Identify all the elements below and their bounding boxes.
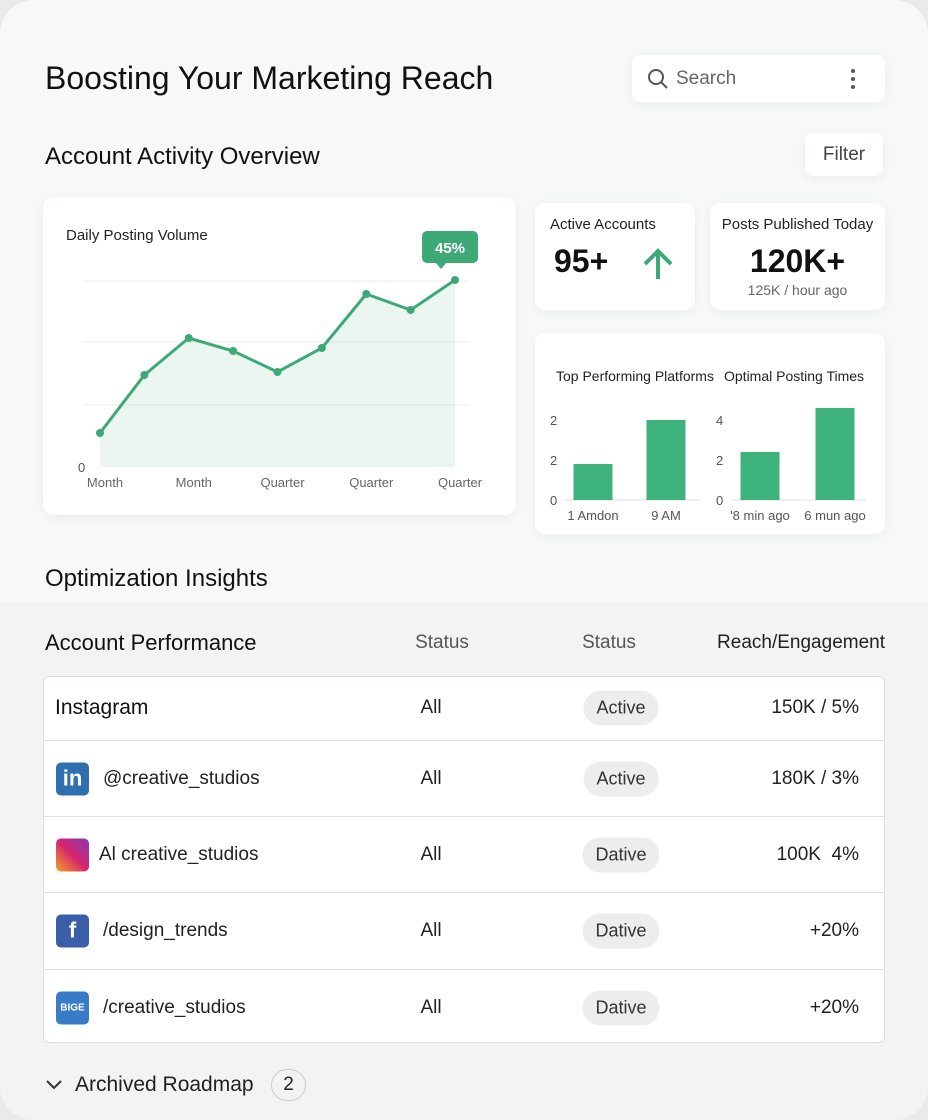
status-pill: Dative	[582, 837, 660, 872]
stat-label: Posts Published Today	[721, 216, 874, 233]
bar-chart-card: Top Performing Platforms Optimal Posting…	[535, 333, 885, 534]
archived-count: 2	[271, 1069, 306, 1101]
reach-value: +20%	[809, 919, 859, 941]
table-row: Al creative_studios All Dative 100K 4%	[44, 816, 884, 892]
section-heading: Account Activity Overview	[45, 143, 320, 170]
chart-title: Top Performing Platforms	[556, 368, 714, 384]
search-box[interactable]: Search	[632, 55, 885, 102]
search-icon	[648, 69, 668, 89]
up-arrow	[643, 248, 673, 279]
platform-icon: BIGE	[56, 991, 89, 1024]
status-pill: Dative	[582, 990, 660, 1025]
account-name: Instagram	[55, 696, 149, 719]
table-row: BIGE/creative_studios All Dative +20%	[44, 969, 884, 1042]
status-text: All	[420, 996, 442, 1018]
stat-card: Posts Published Today 120K+ 125K / hour …	[710, 203, 885, 310]
status-pill: Active	[583, 761, 659, 796]
line-chart-card	[43, 197, 516, 515]
column-header: Status	[415, 632, 469, 653]
platform-icon: in	[56, 762, 89, 795]
account-name: @creative_studios	[103, 767, 260, 789]
filter-button[interactable]: Filter	[805, 133, 883, 176]
column-header: Reach/Engagement	[717, 632, 885, 653]
archived-label[interactable]: Archived Roadmap	[75, 1073, 254, 1096]
more-icon[interactable]	[848, 67, 858, 91]
chevron-icon[interactable]	[44, 1075, 64, 1095]
status-text: All	[420, 697, 442, 718]
account-name: /creative_studios	[103, 996, 246, 1018]
reach-value: 100K 4%	[776, 843, 859, 865]
account-name: /design_trends	[103, 919, 228, 941]
stat-label: Active Accounts	[550, 216, 656, 233]
platform-icon: f	[56, 914, 89, 947]
table-header: Account Performance Status Status Reach/Eng…	[0, 630, 928, 656]
status-text: All	[420, 843, 442, 865]
chart-title: Optimal Posting Times	[724, 368, 865, 384]
reach-value: 150K / 5%	[771, 697, 859, 718]
page-title: Boosting Your Marketing Reach	[45, 60, 494, 96]
column-header: Status	[582, 632, 636, 653]
status-text: All	[420, 919, 442, 941]
platform-icon	[56, 838, 89, 871]
section-heading: Optimization Insights	[45, 565, 268, 592]
reach-value: 180K / 3%	[771, 767, 859, 789]
status-text: All	[420, 767, 442, 789]
stat-sub: 125K / hour ago	[747, 282, 848, 298]
stat-value: 120K+	[749, 243, 846, 279]
stat-card: Active Accounts 95+	[535, 203, 695, 310]
table-row: in @creative_studios All Active 180K / 3%	[44, 740, 884, 816]
column-header: Account Performance	[45, 630, 257, 655]
table-row: Instagram All Active 150K / 5%	[44, 677, 884, 740]
status-pill: Dative	[582, 913, 660, 948]
stat-value: 95+	[554, 243, 609, 279]
search-placeholder: Search	[676, 68, 737, 89]
reach-value: +20%	[809, 996, 859, 1018]
table: Instagram All Active 150K / 5% in @creative_s…	[43, 676, 885, 1043]
account-name: Al creative_studios	[99, 843, 259, 865]
table-row: f/design_trends All Dative +20%	[44, 892, 884, 968]
status-pill: Active	[583, 690, 659, 726]
